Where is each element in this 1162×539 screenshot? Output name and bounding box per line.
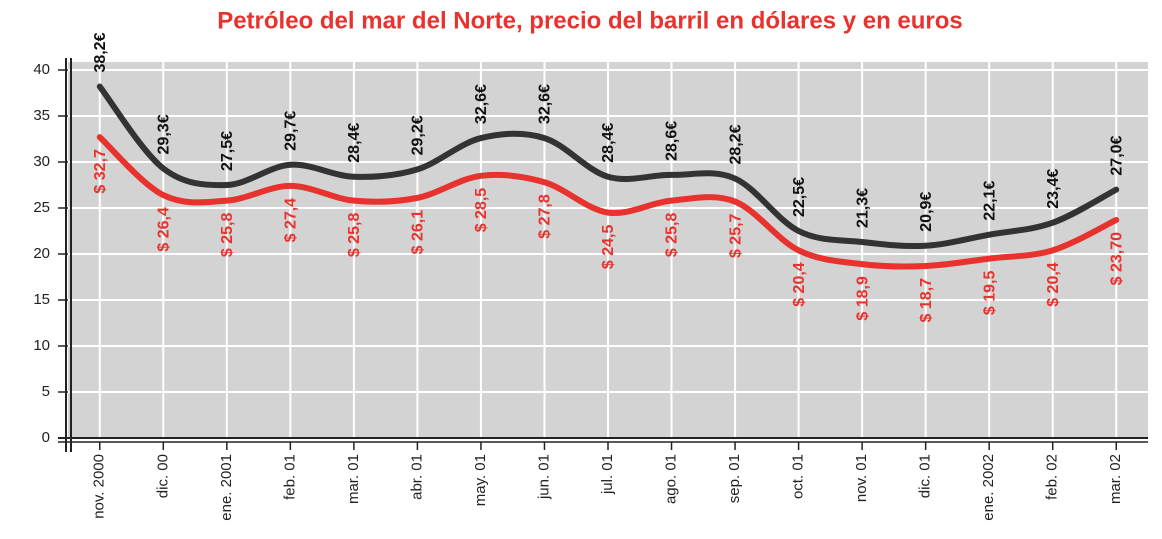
data-label: $ 20,4 (1045, 262, 1062, 307)
data-label: 32,6€ (537, 84, 554, 124)
series-line (96, 83, 1120, 250)
data-label: 23,4€ (1045, 169, 1062, 209)
data-label: $ 32,7 (92, 149, 109, 194)
x-tick-label: nov. 01 (853, 454, 870, 502)
data-label: 28,4€ (600, 123, 617, 163)
y-tick-label: 5 (42, 383, 50, 400)
data-label: $ 27,4 (283, 198, 300, 243)
data-label: $ 23,70 (1108, 232, 1125, 285)
data-label: $ 25,8 (346, 213, 363, 258)
data-label: $ 25,8 (664, 213, 681, 258)
x-tick-label: ene. 2001 (218, 454, 235, 521)
data-label: 38,2€ (92, 32, 109, 72)
data-label: $ 19,5 (981, 270, 998, 315)
data-label: $ 28,5 (473, 188, 490, 233)
x-tick-label: dic. 01 (917, 454, 934, 498)
x-tick-label: mar. 02 (1107, 454, 1124, 504)
data-label: 28,4€ (346, 123, 363, 163)
x-tick-label: feb. 01 (281, 454, 298, 500)
data-label: 27,5€ (219, 131, 236, 171)
x-tick-label: jun. 01 (535, 454, 552, 500)
data-label: 28,2€ (727, 124, 744, 164)
data-label: 29,2€ (410, 115, 427, 155)
y-tick-label: 25 (33, 199, 50, 216)
x-tick-label: may. 01 (472, 454, 489, 506)
data-label: $ 25,7 (727, 213, 744, 258)
data-label: $ 20,4 (791, 262, 808, 307)
data-label: 21,3€ (854, 188, 871, 228)
data-label: 20,9€ (918, 192, 935, 232)
y-tick-label: 35 (33, 107, 50, 124)
data-label: 28,6€ (664, 121, 681, 161)
x-tick-label: oct. 01 (790, 454, 807, 499)
data-label: $ 18,7 (918, 278, 935, 323)
x-tick-label: sep. 01 (726, 454, 743, 503)
x-tick-label: nov. 2000 (91, 454, 108, 519)
y-tick-label: 10 (33, 337, 50, 354)
data-label: 27,0€ (1108, 135, 1125, 175)
chart-title: Petróleo del mar del Norte, precio del b… (217, 7, 963, 34)
data-label: 32,6€ (473, 84, 490, 124)
x-tick-label: abr. 01 (408, 454, 425, 500)
data-label: 29,7€ (283, 111, 300, 151)
y-tick-label: 30 (33, 153, 50, 170)
data-label: $ 26,4 (156, 207, 173, 252)
data-label: $ 27,8 (537, 194, 554, 239)
data-label: 22,5€ (791, 177, 808, 217)
y-tick-label: 20 (33, 245, 50, 262)
y-tick-label: 15 (33, 291, 50, 308)
x-tick-label: mar. 01 (345, 454, 362, 504)
data-label: $ 25,8 (219, 213, 236, 258)
y-tick-label: 0 (42, 429, 50, 446)
x-tick-label: dic. 00 (154, 454, 171, 498)
data-label: 29,3€ (156, 114, 173, 154)
series-line (96, 134, 1120, 270)
x-tick-label: feb. 02 (1044, 454, 1061, 500)
data-label: $ 18,9 (854, 276, 871, 321)
x-tick-label: ago. 01 (662, 454, 679, 504)
y-tick-label: 40 (33, 61, 50, 78)
x-tick-label: jul. 01 (599, 454, 616, 495)
data-label: $ 26,1 (410, 210, 427, 255)
x-tick-label: ene. 2002 (980, 454, 997, 521)
data-label: $ 24,5 (600, 224, 617, 269)
data-label: 22,1€ (981, 181, 998, 221)
